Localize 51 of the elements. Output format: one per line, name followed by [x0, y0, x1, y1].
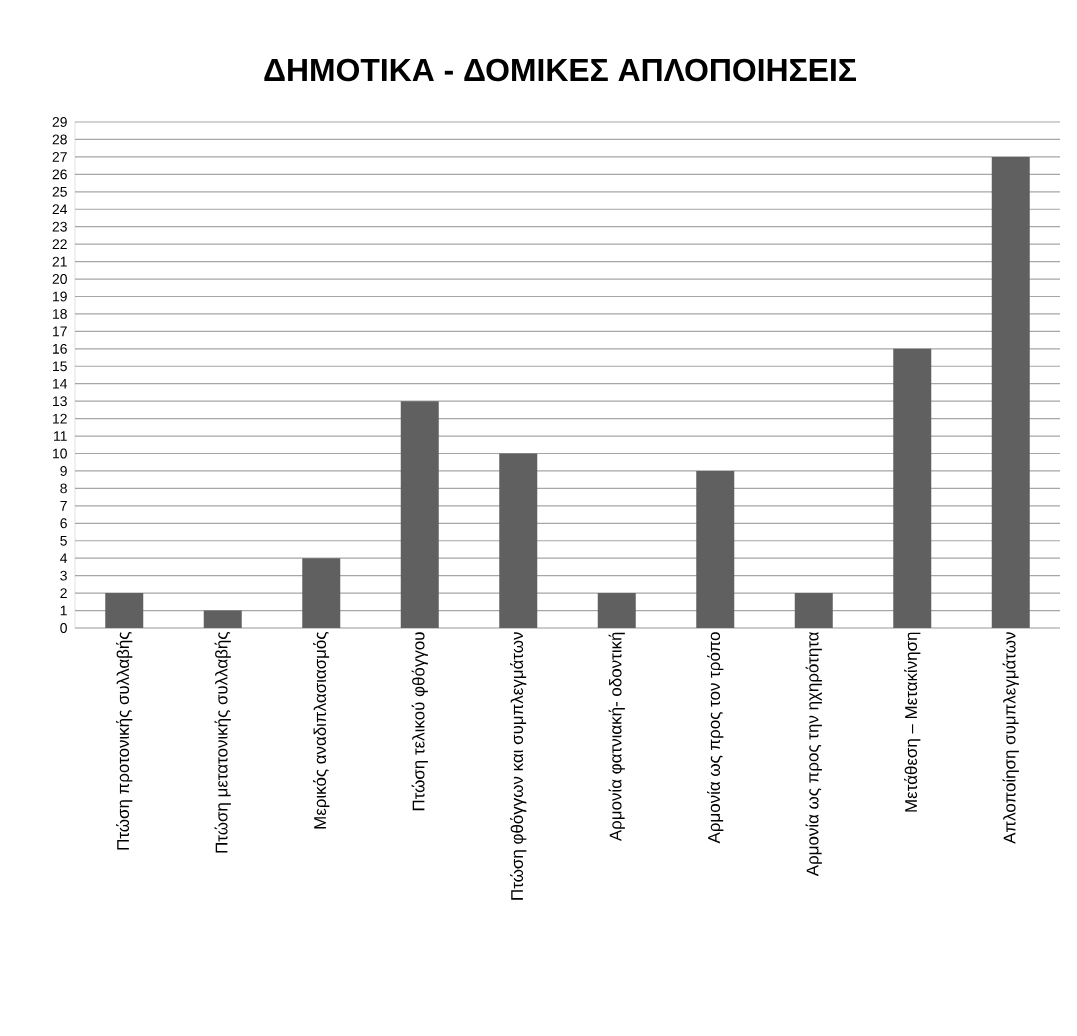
y-tick-label: 24 [52, 204, 68, 215]
bar [400, 401, 439, 628]
bar [696, 470, 735, 628]
y-tick-label: 28 [52, 134, 67, 145]
y-tick-label: 20 [52, 274, 67, 284]
x-tick-label: Αρμονία ως προς τον τρόπο [707, 632, 724, 844]
y-tick-label: 16 [53, 343, 67, 354]
bar [893, 348, 932, 628]
y-tick-label: 2 [60, 588, 67, 598]
y-tick-label: 1 [60, 605, 67, 616]
y-tick-label: 6 [60, 518, 67, 529]
x-tick-label: Μερικός αναδιπλασιασμός [313, 632, 330, 829]
x-tick-label: Αρμονία ως προς την ηχηρότητα [805, 632, 822, 877]
bar [597, 593, 636, 628]
y-tick-label: 13 [53, 396, 67, 407]
y-tick-label: 15 [53, 361, 67, 372]
bar [499, 453, 538, 628]
x-tick-label: Πτώση μετατονικής συλλαβής [214, 632, 231, 853]
chart-title: ΔΗΜΟΤΙΚΑ - ΔΟΜΙΚΕΣ ΑΠΛΟΠΟΙΗΣΕΙΣ [264, 58, 856, 82]
y-tick-label: 17 [53, 326, 67, 337]
x-tick-label: Απλοποίηση συμπλεγμάτων [1002, 632, 1019, 844]
y-tick-label: 11 [54, 431, 67, 441]
y-tick-label: 7 [60, 501, 67, 511]
y-tick-label: 29 [52, 117, 67, 127]
y-tick-label: 19 [53, 291, 67, 302]
x-tick-label: Πτώση προτονικής συλλαβής [116, 632, 133, 850]
y-tick-label: 23 [52, 221, 67, 232]
y-tick-label: 14 [53, 378, 68, 389]
y-tick-label: 12 [53, 413, 67, 424]
bar [203, 610, 242, 628]
y-tick-label: 26 [52, 169, 67, 180]
y-tick-label: 5 [60, 535, 67, 546]
x-tick-label: Πτώση φθόγγων και συμπλεγμάτων [510, 632, 527, 900]
y-tick-label: 25 [52, 186, 67, 197]
y-tick-label: 27 [52, 152, 67, 162]
bar [991, 156, 1030, 628]
y-tick-label: 10 [53, 448, 67, 459]
y-tick-label: 8 [60, 483, 67, 494]
y-tick-label: 22 [52, 239, 67, 249]
bar [105, 593, 144, 628]
x-tick-label: Μετάθεση – Μετακίνηση [904, 632, 921, 812]
y-tick-label: 3 [60, 570, 67, 581]
bar [794, 593, 833, 628]
y-tick-label: 4 [60, 553, 68, 563]
y-tick-label: 18 [53, 308, 67, 319]
bar [302, 558, 341, 628]
y-tick-label: 9 [60, 466, 67, 476]
y-tick-label: 21 [52, 256, 67, 267]
y-tick-label: 0 [60, 623, 67, 633]
x-tick-label: Αρμονία φατνιακή- οδοντική [608, 632, 625, 842]
x-tick-label: Πτώση τελικού φθόγγου [411, 632, 428, 811]
